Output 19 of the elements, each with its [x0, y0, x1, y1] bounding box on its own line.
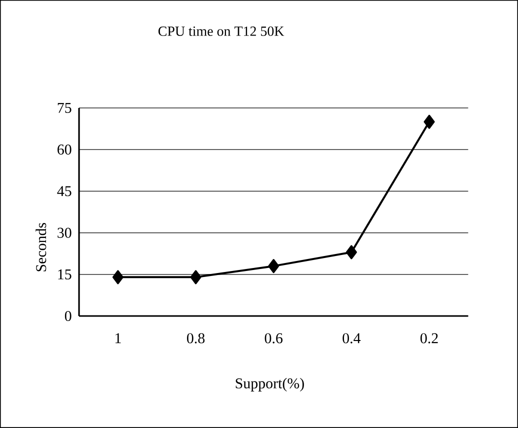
y-tick-label: 0: [64, 310, 72, 322]
chart-title: CPU time on T12 50K: [158, 26, 284, 36]
y-tick-label: 15: [58, 269, 72, 280]
point: [190, 270, 202, 284]
point: [268, 259, 280, 274]
x-tick-label: 0.6: [264, 333, 283, 344]
point: [112, 270, 124, 284]
y-tick-label: 60: [58, 144, 72, 155]
x-tick-label: 0.4: [342, 333, 361, 344]
y-axis-title: Seconds: [36, 223, 46, 272]
y-tick-label: 45: [57, 186, 72, 196]
point: [346, 245, 357, 260]
x-axis-title: Support(%): [236, 378, 304, 392]
x-tick-label: 0.2: [420, 333, 438, 344]
point: [424, 114, 435, 129]
x-tick-label: 0.8: [187, 333, 205, 344]
x-tick-label: 1: [116, 333, 121, 344]
y-tick-label: 30: [58, 228, 72, 238]
y-tick-label: 75: [58, 102, 72, 113]
